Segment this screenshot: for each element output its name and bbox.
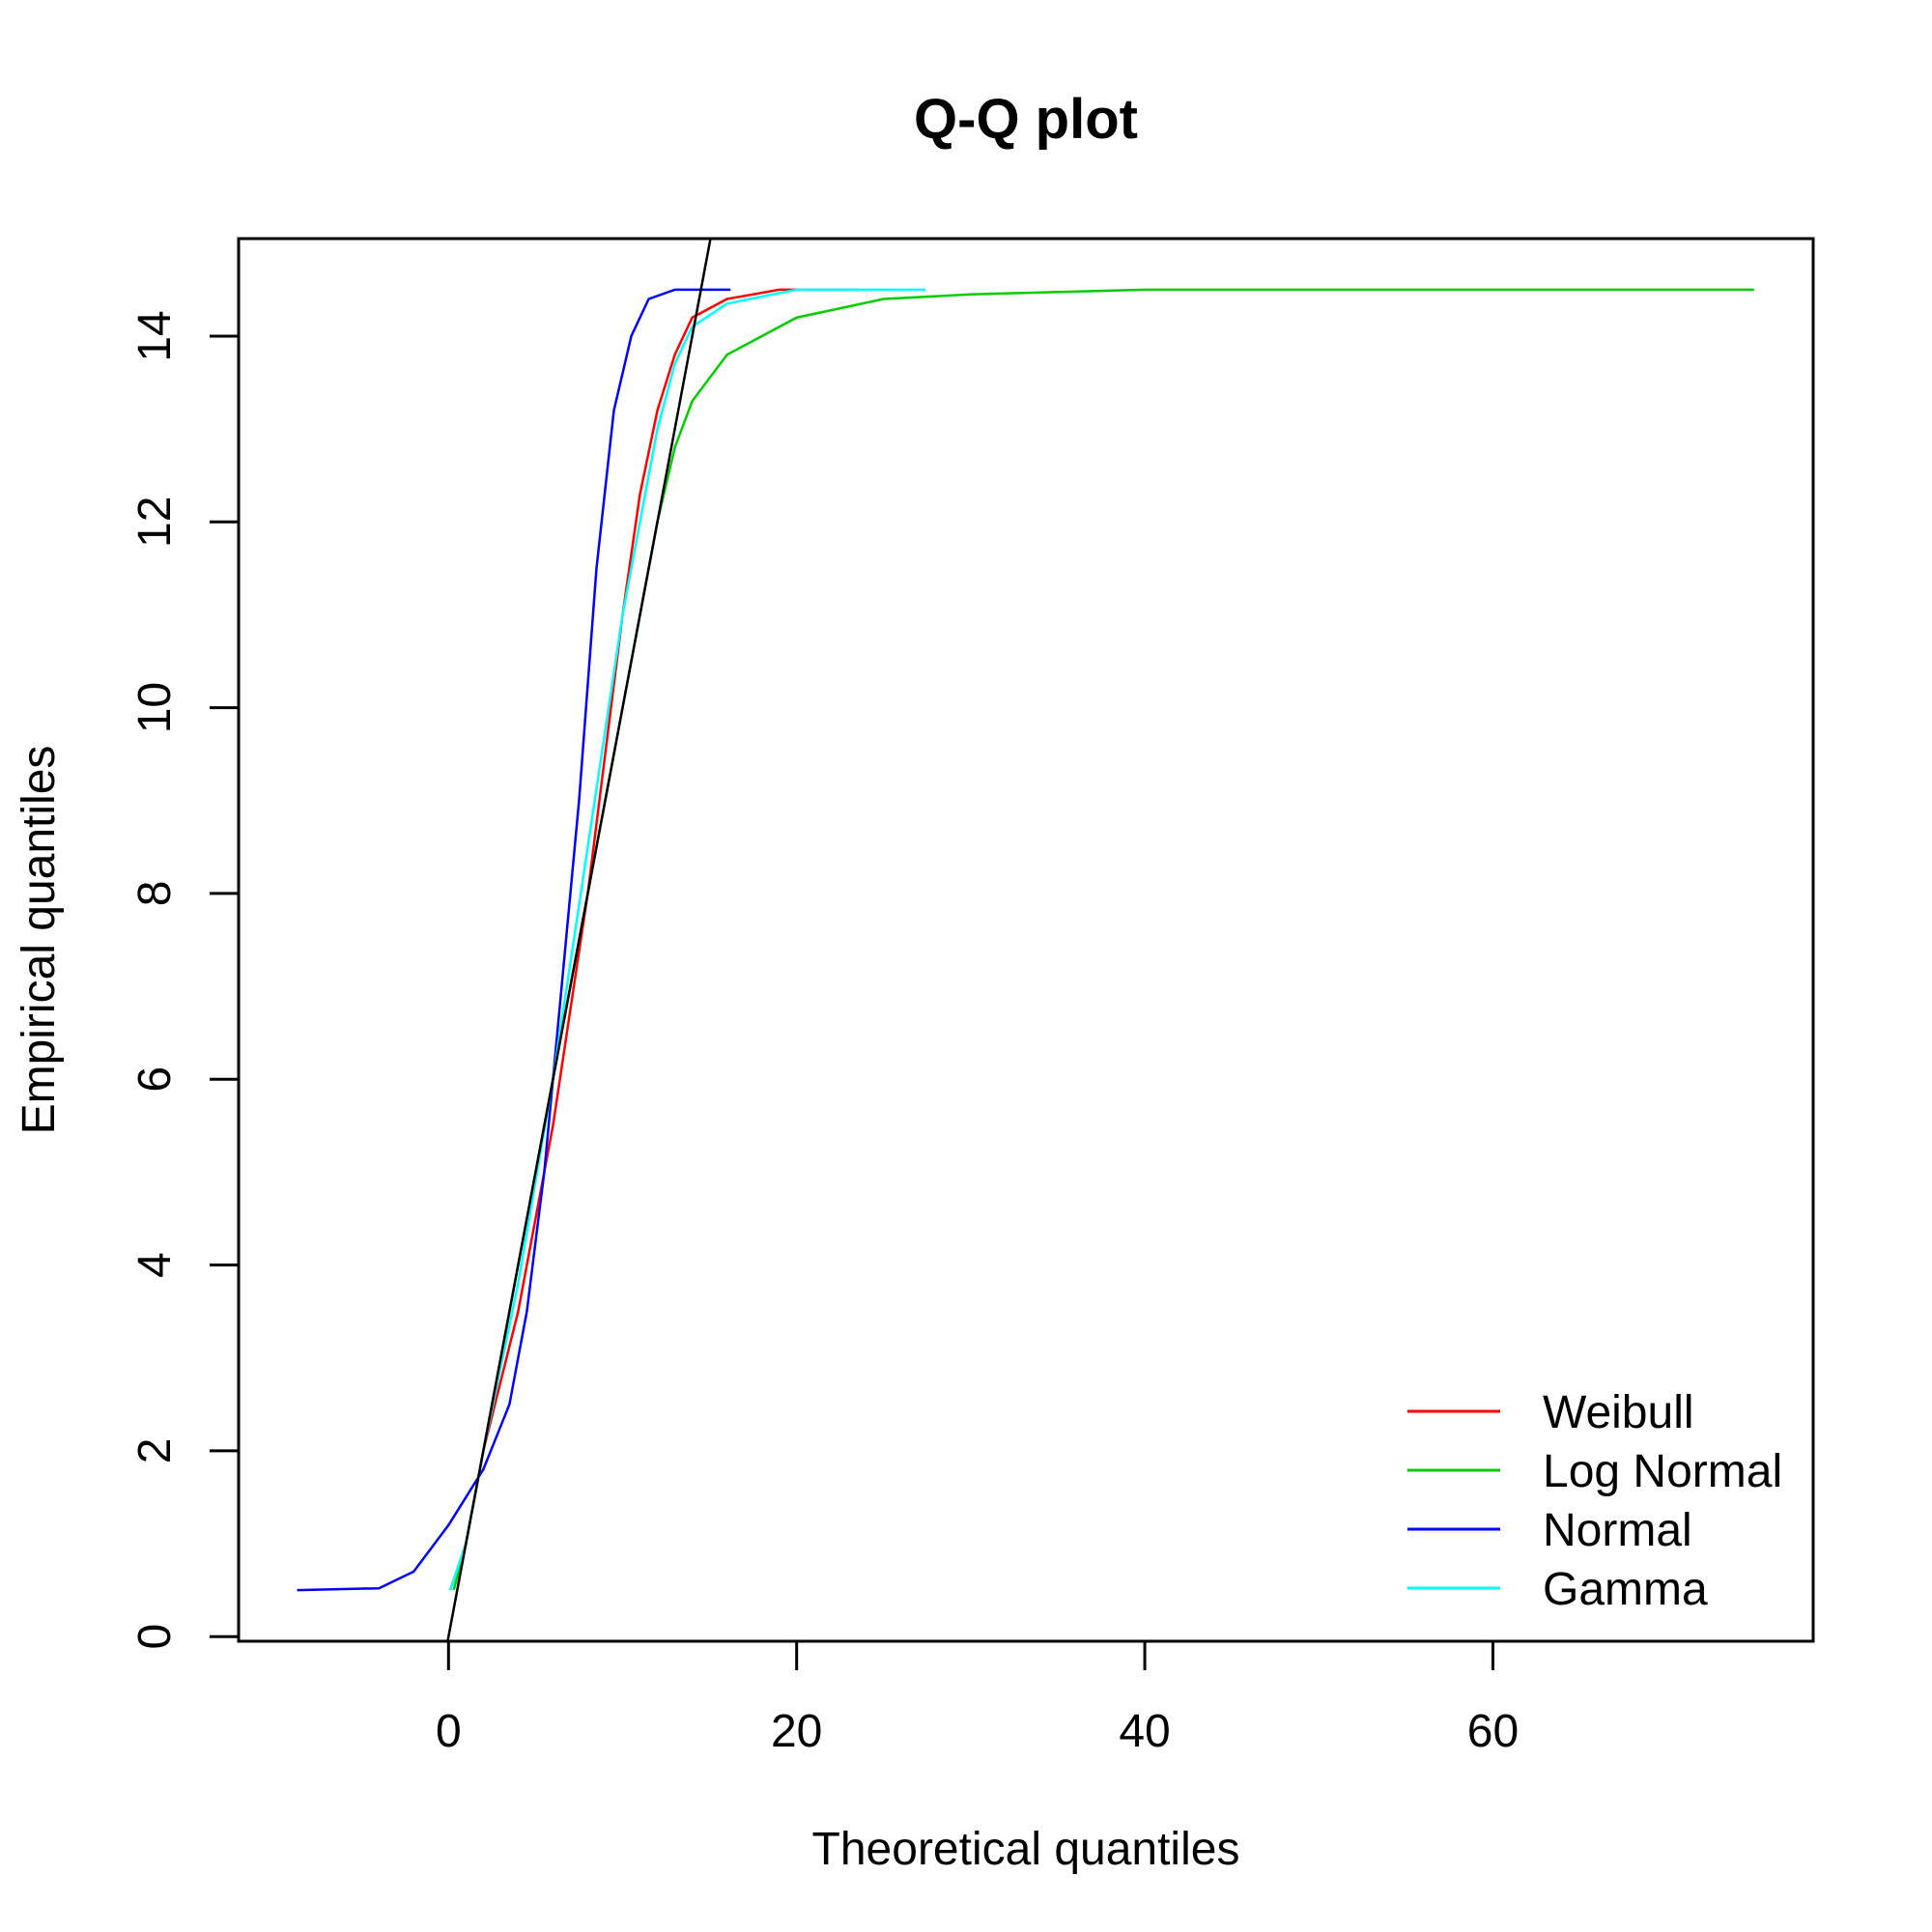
chart-title: Q-Q plot [914, 88, 1138, 151]
y-tick-label: 6 [129, 1066, 181, 1093]
x-tick-label: 40 [1119, 1706, 1170, 1757]
y-axis-label: Empirical quantiles [14, 746, 65, 1135]
legend-label: Gamma [1543, 1564, 1708, 1615]
y-tick-label: 8 [129, 881, 181, 907]
y-tick-label: 2 [129, 1438, 181, 1464]
x-axis-label: Theoretical quantiles [812, 1824, 1240, 1875]
legend-label: Weibull [1543, 1387, 1694, 1438]
x-tick-label: 0 [436, 1706, 462, 1757]
x-tick-label: 20 [771, 1706, 822, 1757]
y-tick-label: 12 [129, 497, 181, 548]
y-tick-label: 4 [129, 1252, 181, 1278]
y-tick-label: 10 [129, 682, 181, 733]
series-line-gamma [448, 288, 926, 1591]
y-tick-label: 14 [129, 310, 181, 361]
x-tick-label: 60 [1467, 1706, 1519, 1757]
legend: Weibull Log Normal Normal Gamma [1407, 1387, 1782, 1615]
legend-label: Normal [1543, 1505, 1692, 1556]
plot-frame [237, 237, 1815, 1643]
legend-label: Log Normal [1543, 1446, 1782, 1497]
y-tick-label: 0 [129, 1624, 181, 1650]
reference-line [446, 239, 712, 1641]
